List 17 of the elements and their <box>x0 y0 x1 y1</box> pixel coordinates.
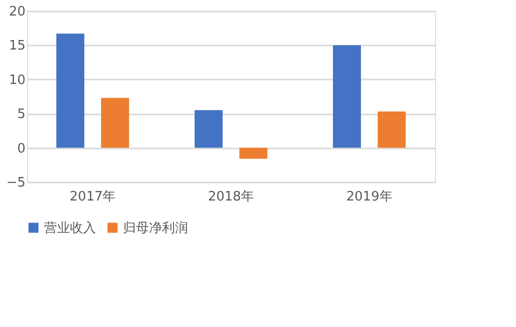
y-tick-label: 20 <box>8 4 26 20</box>
legend-label: 营业收入 <box>44 220 96 236</box>
x-tick-label: 2019年 <box>346 190 392 204</box>
bar <box>378 112 406 148</box>
y-tick-label: 10 <box>8 72 26 88</box>
bar <box>194 110 223 148</box>
x-tick-label: 2018年 <box>208 190 254 204</box>
legend-label: 归母净利润 <box>123 220 188 236</box>
bar <box>332 45 361 148</box>
bar <box>239 148 268 159</box>
y-tick-label: 15 <box>8 38 26 54</box>
bar <box>56 34 84 148</box>
y-tick-label: 5 <box>17 107 26 122</box>
y-tick-label: −5 <box>6 176 26 190</box>
x-tick-label: 2017年 <box>70 190 116 204</box>
y-tick-label: 0 <box>17 141 26 156</box>
bar <box>101 98 130 148</box>
